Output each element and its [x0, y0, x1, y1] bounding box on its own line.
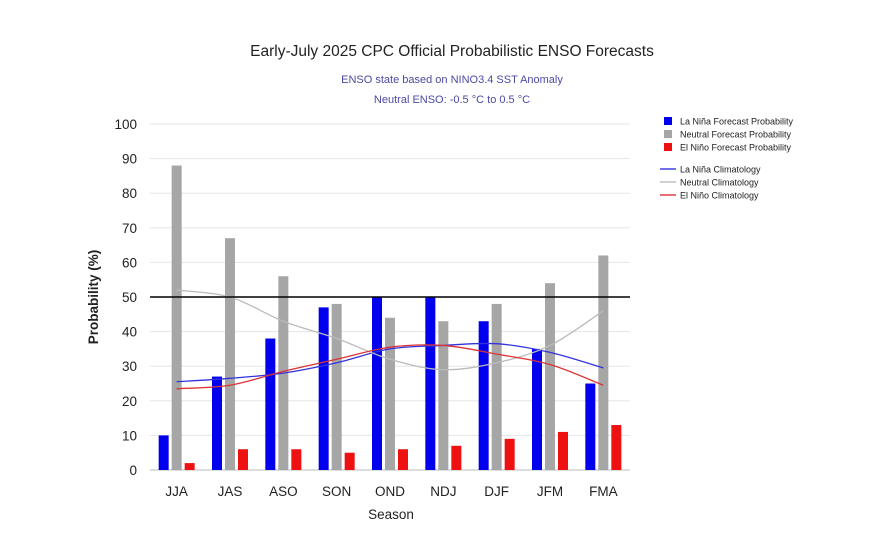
climatology-line-el-nino — [176, 344, 604, 390]
bar-la-nina — [478, 321, 489, 470]
bar-neutral — [171, 165, 182, 470]
chart-subtitle-1: ENSO state based on NINO3.4 SST Anomaly — [341, 74, 563, 86]
bar-el-nino — [184, 463, 195, 470]
x-tick-label: JAS — [218, 484, 243, 499]
climatology-line-la-nina — [176, 342, 604, 383]
legend-swatch — [664, 130, 672, 138]
bar-neutral — [491, 303, 502, 470]
bar-el-nino — [291, 449, 302, 470]
bar-el-nino — [558, 431, 568, 470]
x-tick-label: JFM — [537, 484, 563, 499]
x-tick-label: SON — [322, 484, 351, 499]
climatology-line-neutral — [176, 289, 604, 371]
bar-neutral — [438, 321, 449, 470]
bar-la-nina — [265, 338, 276, 470]
chart-title: Early-July 2025 CPC Official Probabilist… — [250, 43, 654, 60]
bar-neutral — [598, 255, 609, 470]
climatology-lines — [176, 289, 604, 390]
legend: La Niña Forecast Probability Neutral Fore… — [660, 117, 794, 201]
bar-el-nino — [398, 449, 408, 470]
bar-el-nino — [344, 452, 355, 470]
legend-label: La Niña Climatology — [680, 165, 761, 175]
bar-la-nina — [585, 383, 596, 470]
legend-swatch — [664, 143, 672, 151]
x-tick-label: DJF — [484, 484, 509, 499]
y-tick-label: 10 — [122, 428, 137, 443]
legend-label: Neutral Climatology — [680, 178, 759, 188]
y-tick-labels: 0 10 20 30 40 50 60 70 80 90 100 — [114, 117, 137, 478]
x-axis-title: Season — [368, 507, 414, 522]
y-tick-label: 0 — [129, 463, 137, 478]
y-tick-label: 90 — [122, 152, 137, 167]
legend-label: La Niña Forecast Probability — [680, 117, 794, 127]
bar-la-nina — [425, 297, 436, 470]
bar-el-nino — [238, 449, 248, 470]
bar-la-nina — [212, 376, 222, 470]
bar-la-nina — [158, 435, 169, 470]
bar-layer — [158, 165, 622, 470]
legend-swatch — [664, 117, 672, 125]
x-tick-labels: JJA JAS ASO SON OND NDJ DJF JFM FMA — [165, 484, 617, 499]
bar-neutral — [225, 238, 235, 470]
bar-el-nino — [504, 438, 515, 470]
y-tick-label: 20 — [122, 394, 137, 409]
y-tick-label: 50 — [122, 290, 137, 305]
x-tick-label: ASO — [269, 484, 298, 499]
bar-la-nina — [532, 348, 542, 470]
x-tick-label: JJA — [165, 484, 188, 499]
bar-neutral — [545, 283, 555, 470]
x-tick-label: FMA — [589, 484, 618, 499]
bar-la-nina — [318, 307, 329, 470]
bar-el-nino — [451, 445, 462, 470]
y-tick-label: 80 — [122, 186, 137, 201]
y-axis-title: Probability (%) — [86, 250, 101, 345]
legend-label: Neutral Forecast Probability — [680, 130, 792, 140]
y-tick-label: 40 — [122, 325, 137, 340]
y-tick-label: 70 — [122, 221, 137, 236]
x-tick-label: OND — [375, 484, 405, 499]
bar-neutral — [385, 317, 395, 470]
y-tick-label: 30 — [122, 359, 137, 374]
bar-el-nino — [611, 425, 622, 470]
legend-label: El Niño Climatology — [680, 191, 759, 201]
chart-subtitle-2: Neutral ENSO: -0.5 °C to 0.5 °C — [374, 94, 530, 106]
legend-label: El Niño Forecast Probability — [680, 143, 792, 153]
y-tick-label: 100 — [114, 117, 137, 132]
bar-la-nina — [372, 297, 382, 470]
y-tick-label: 60 — [122, 255, 137, 270]
bar-neutral — [331, 303, 342, 470]
x-tick-label: NDJ — [430, 484, 456, 499]
